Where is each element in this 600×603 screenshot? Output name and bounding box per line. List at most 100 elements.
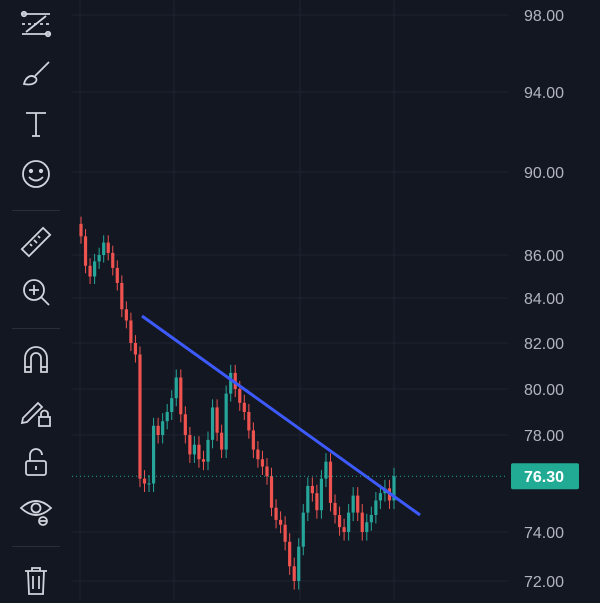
candle-body (138, 354, 142, 479)
candle-body (174, 377, 178, 399)
text-tool-icon (18, 106, 54, 147)
candle-body (111, 252, 115, 268)
candle-body (288, 541, 292, 567)
remove-drawings-button[interactable] (14, 562, 58, 602)
candle-body (206, 439, 210, 462)
price-tick-label: 98.00 (524, 8, 564, 25)
candle-body (328, 461, 333, 503)
candle (351, 487, 355, 522)
candle-body (238, 389, 242, 403)
candle (265, 458, 269, 485)
candle (115, 260, 119, 291)
price-chart[interactable]: 98.00 94.00 90.00 86.00 84.00 82.00 80.00 78.00… (72, 0, 600, 600)
candle-body (251, 430, 255, 450)
candle-body (83, 236, 88, 266)
candle-body (88, 265, 92, 277)
candle-body (188, 435, 192, 455)
candle (142, 470, 147, 492)
candle (274, 499, 278, 529)
candle-body (115, 267, 119, 283)
candle-body (392, 476, 396, 501)
candle-body (378, 493, 382, 501)
candle (242, 394, 246, 421)
trend-line[interactable] (141, 314, 421, 517)
candle (378, 484, 382, 509)
toolbar-separator (12, 328, 60, 329)
candle-body (283, 524, 287, 542)
candle (206, 431, 210, 471)
price-tick-label: 90.00 (524, 165, 564, 182)
price-tick-label: 94.00 (524, 85, 564, 102)
candle (179, 369, 183, 423)
candle-body (102, 242, 106, 255)
candle (156, 417, 160, 444)
zoom-in-button[interactable] (14, 274, 58, 314)
brush-icon (18, 56, 54, 97)
candle-body (342, 527, 346, 532)
candle (88, 258, 92, 285)
candle-body (242, 402, 246, 412)
candle-body (269, 476, 274, 508)
candle-body (106, 242, 110, 253)
trend-line-tools-button[interactable] (14, 6, 58, 46)
candle (161, 413, 165, 444)
candle (251, 422, 255, 459)
price-tick-label: 72.00 (524, 574, 564, 591)
candle (310, 477, 314, 502)
candle (106, 235, 110, 261)
magnet-mode-button[interactable] (14, 342, 58, 382)
candle-body (247, 412, 251, 431)
magnet-icon (18, 342, 54, 383)
candle-body (215, 407, 219, 433)
emoji-tool-button[interactable] (14, 156, 58, 196)
candle-body (170, 398, 174, 412)
current-price-label: 76.30 (524, 469, 564, 486)
candle (79, 216, 83, 244)
candle (133, 335, 138, 363)
candle (220, 424, 224, 459)
candle (292, 557, 296, 590)
candle (347, 504, 351, 541)
candle-body (197, 444, 201, 460)
candle-body (347, 512, 351, 532)
candle-body (120, 282, 124, 310)
candle-body (124, 309, 128, 321)
chart-canvas[interactable]: 98.00 94.00 90.00 86.00 84.00 82.00 80.00 78.00… (72, 0, 600, 600)
candle-body (319, 478, 324, 511)
candle (120, 275, 124, 318)
current-price-tag: 76.30 (511, 463, 579, 490)
candle-body (256, 449, 260, 460)
candle-body (337, 515, 342, 528)
ruler-tool-button[interactable] (14, 224, 58, 264)
candle (260, 450, 265, 476)
candle (83, 229, 88, 274)
brush-tool-button[interactable] (14, 56, 58, 96)
lock-drawings-icon (18, 394, 54, 435)
lock-drawings-button[interactable] (14, 394, 58, 434)
hide-drawings-button[interactable] (14, 492, 58, 532)
candle (301, 504, 305, 556)
candle-body (224, 393, 228, 450)
price-tick-label: 80.00 (524, 382, 564, 399)
text-tool-button[interactable] (14, 106, 58, 146)
price-tick-label: 84.00 (524, 291, 564, 308)
zoom-in-icon (18, 274, 54, 315)
ruler-icon (18, 224, 54, 265)
candle (124, 301, 128, 329)
candle-body (310, 485, 314, 494)
lock-all-button[interactable] (14, 444, 58, 484)
price-axis[interactable]: 98.00 94.00 90.00 86.00 84.00 82.00 80.00 78.00… (524, 8, 564, 591)
candle (97, 247, 101, 269)
candle-body (133, 343, 138, 355)
candle-body (315, 493, 319, 511)
candle (356, 487, 360, 522)
candle (319, 470, 324, 519)
price-tick-label: 86.00 (524, 248, 564, 265)
candle (392, 467, 396, 509)
trash-icon (18, 562, 54, 603)
candle (247, 403, 251, 439)
candle (165, 403, 169, 430)
unlock-icon (18, 444, 54, 485)
candle-body (183, 414, 187, 435)
candle-body (229, 372, 233, 394)
